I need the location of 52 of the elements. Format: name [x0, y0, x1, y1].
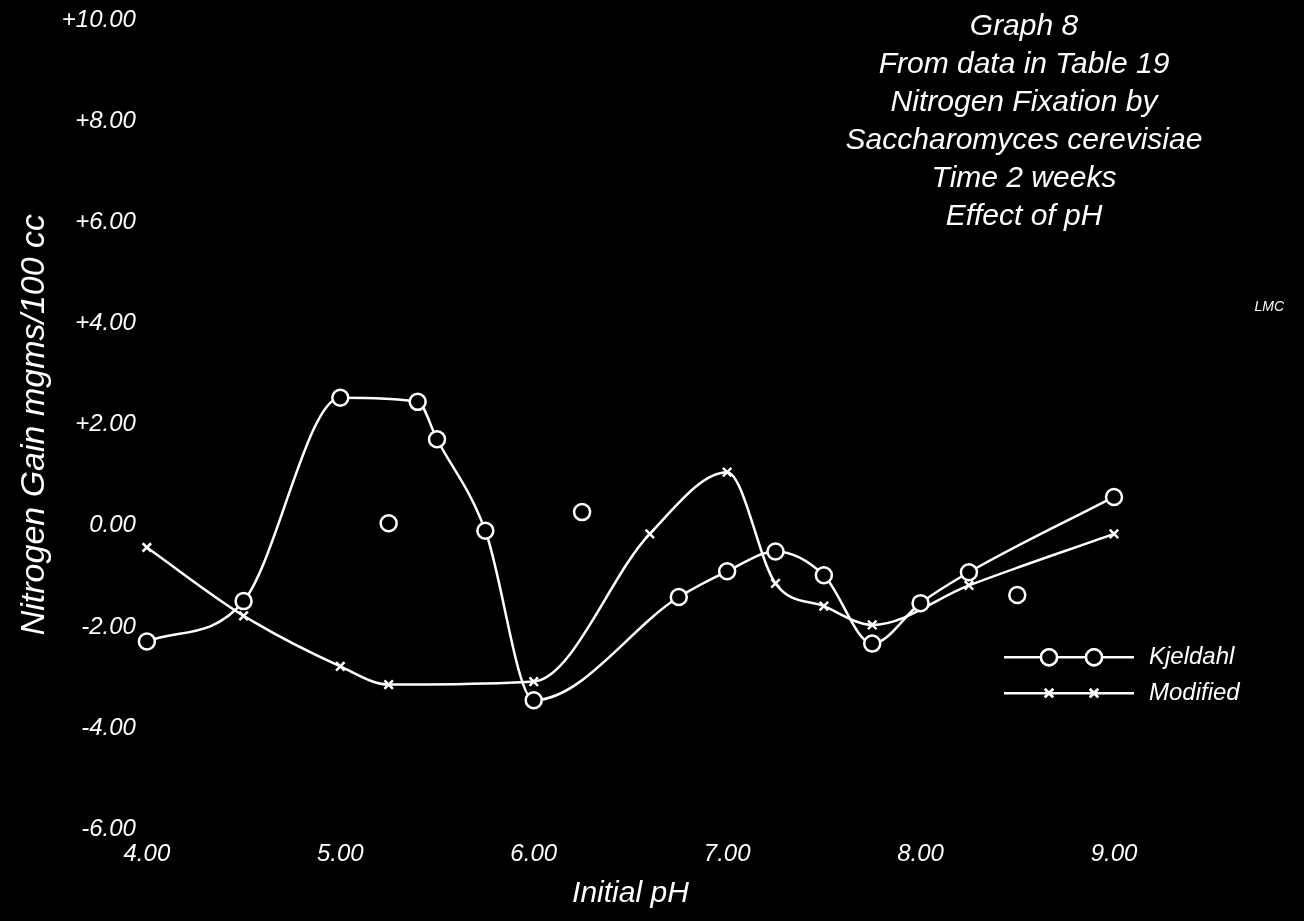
point [528, 676, 540, 688]
point [911, 593, 930, 613]
point [379, 513, 398, 533]
point [644, 528, 656, 540]
y-tick-label: +8.00 [75, 105, 137, 133]
point [770, 577, 781, 589]
y-tick-label: -4.00 [81, 712, 137, 740]
point [866, 619, 878, 631]
point [818, 600, 830, 612]
point [383, 679, 395, 691]
point [234, 591, 253, 611]
legend-label: Modified [1149, 677, 1241, 705]
x-axis-title: Initial pH [572, 875, 690, 909]
y-tick-label: -2.00 [81, 611, 137, 639]
point [524, 690, 543, 710]
y-tick-label: +4.00 [75, 308, 137, 336]
point [669, 587, 689, 607]
x-tick-label: 8.00 [897, 839, 945, 867]
text: LMC [1254, 297, 1285, 314]
point [238, 610, 250, 622]
y-tick-label: +2.00 [75, 409, 137, 437]
x-tick-label: 5.00 [316, 839, 365, 867]
point [814, 566, 834, 585]
point [408, 392, 427, 412]
y-tick-label: +6.00 [75, 206, 137, 234]
x-tick-label: 6.00 [510, 839, 558, 867]
y-tick-label: +10.00 [61, 4, 137, 32]
point [717, 562, 737, 581]
text: From data in Table 19 Nitrogen Fixation by Saccharomyces cerevisiae Time 2 weeks Effect of pH [845, 46, 1203, 232]
point [427, 430, 447, 449]
x-tick-label: 9.00 [1090, 839, 1138, 867]
point [137, 632, 157, 651]
point [862, 634, 882, 653]
point [334, 660, 346, 672]
point [476, 521, 495, 541]
point [959, 563, 979, 582]
legend-label: Kjeldahl [1149, 641, 1236, 669]
point [1104, 487, 1124, 507]
point [1008, 585, 1027, 605]
chart-title: Graph 8 [969, 8, 1079, 42]
y-tick-label: 0.00 [89, 510, 137, 538]
point [1108, 528, 1120, 540]
point [766, 542, 785, 561]
point [963, 579, 975, 591]
y-axis-title: Nitrogen Gain mgms/100 cc [12, 213, 51, 636]
x-tick-label: 4.00 [123, 839, 171, 867]
point [572, 502, 592, 522]
y-tick-label: -6.00 [81, 813, 137, 841]
point [721, 466, 733, 478]
point [141, 542, 153, 553]
point [331, 388, 350, 408]
x-tick-label: 7.00 [703, 839, 752, 867]
